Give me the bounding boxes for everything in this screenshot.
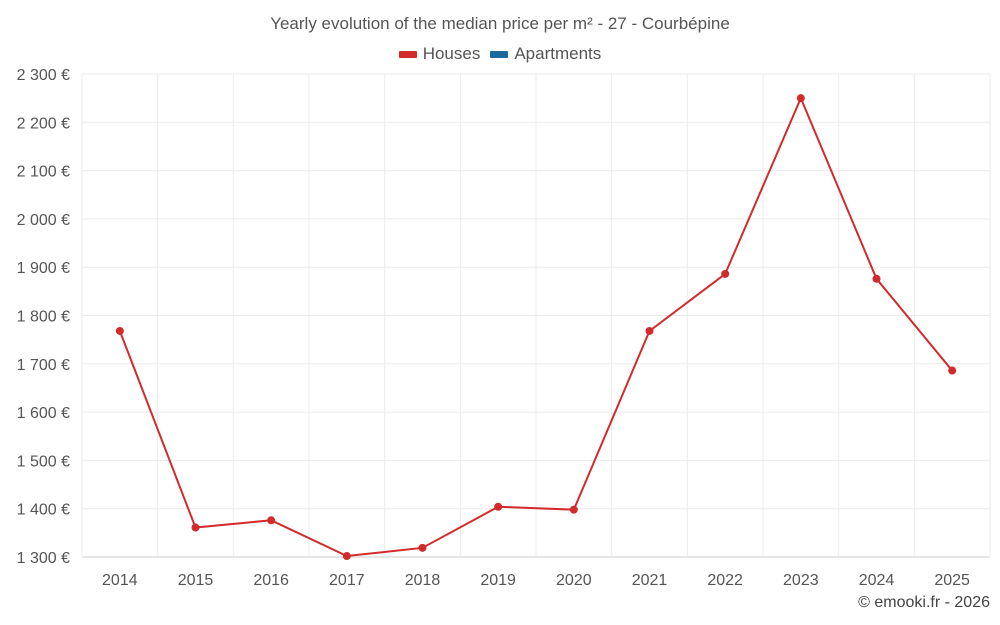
- x-tick-label: 2017: [329, 572, 365, 589]
- x-tick-label: 2014: [102, 572, 138, 589]
- y-tick-label: 2 000 €: [17, 212, 70, 229]
- x-tick-label: 2022: [707, 572, 743, 589]
- legend-label-apartments: Apartments: [514, 44, 602, 63]
- series-line-houses: [118, 95, 953, 558]
- x-tick-label: 2019: [480, 572, 516, 589]
- data-point: [796, 94, 805, 103]
- x-tick-label: 2016: [253, 572, 289, 589]
- legend-item-apartments[interactable]: Apartments: [490, 44, 601, 64]
- legend-label-houses: Houses: [422, 44, 481, 63]
- data-point: [494, 502, 503, 511]
- legend-item-houses[interactable]: Houses: [398, 44, 481, 64]
- y-tick-label: 1 800 €: [17, 309, 70, 326]
- data-point: [721, 269, 730, 278]
- legend-swatch-apartments: [490, 50, 509, 58]
- x-tick-label: 2021: [632, 572, 668, 589]
- data-point: [418, 543, 427, 552]
- data-point: [872, 274, 881, 283]
- y-tick-label: 1 500 €: [17, 453, 70, 470]
- y-tick-label: 1 300 €: [17, 550, 70, 567]
- y-tick-label: 1 900 €: [17, 260, 70, 277]
- legend: Houses Apartments: [0, 44, 1000, 64]
- data-point: [115, 326, 124, 335]
- y-tick-label: 1 400 €: [17, 502, 70, 519]
- x-tick-label: 2018: [405, 572, 441, 589]
- credit-text: © emooki.fr - 2026: [858, 594, 990, 611]
- y-tick-label: 2 100 €: [17, 164, 70, 181]
- data-point: [645, 326, 654, 335]
- y-tick-label: 1 600 €: [17, 405, 70, 422]
- y-tick-label: 2 300 €: [17, 67, 70, 84]
- data-point: [569, 505, 578, 514]
- data-point: [948, 366, 957, 375]
- x-tick-label: 2024: [859, 572, 895, 589]
- x-tick-label: 2015: [178, 572, 214, 589]
- y-tick-label: 2 200 €: [17, 115, 70, 132]
- x-tick-label: 2020: [556, 572, 592, 589]
- chart-title: Yearly evolution of the median price per…: [270, 14, 730, 33]
- x-tick-label: 2025: [934, 572, 970, 589]
- legend-swatch-houses: [398, 50, 417, 58]
- data-point: [342, 552, 351, 561]
- y-tick-label: 1 700 €: [17, 357, 70, 374]
- x-tick-label: 2023: [783, 572, 819, 589]
- data-point: [267, 516, 276, 525]
- data-point: [191, 523, 200, 532]
